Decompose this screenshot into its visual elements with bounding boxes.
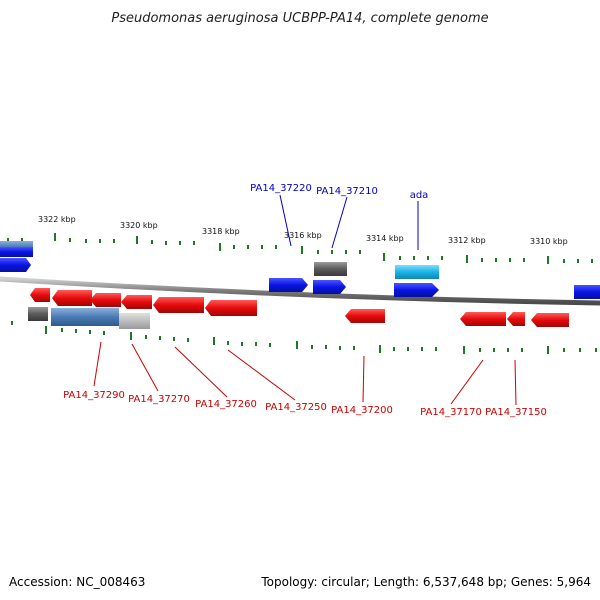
gene-PA14_37170[interactable] [460,312,506,326]
gene-reverse[interactable] [30,288,50,302]
gene-label-PA14_37270[interactable]: PA14_37270 [128,394,190,405]
gene-PA14_37200[interactable] [345,309,385,323]
tick-label-3312: 3312 kbp [448,236,486,245]
gene-PA14_37250[interactable] [205,300,257,316]
gene-steel[interactable] [51,308,119,326]
reverse-strand-genes [28,288,569,329]
gene-PA14_37290[interactable] [52,290,92,306]
tick-label-3310: 3310 kbp [530,237,568,246]
gene-reverse[interactable] [90,293,121,307]
genome-summary-text: Topology: circular; Length: 6,537,648 bp… [260,575,591,589]
gene-PA14_37220[interactable] [269,278,308,292]
gene-label-PA14_37150[interactable]: PA14_37150 [485,407,547,418]
gene-label-PA14_37250[interactable]: PA14_37250 [265,402,327,413]
tick-label-3320: 3320 kbp [120,221,158,230]
gene-PA14_37260[interactable] [153,297,204,313]
gene-label-PA14_37210[interactable]: PA14_37210 [316,186,378,197]
gene-grey[interactable] [28,307,48,321]
lower-tick-track [11,321,597,354]
reverse-label-leaders [93,341,517,406]
genome-backbone [0,276,600,306]
gene-PA14_37210[interactable] [313,280,346,294]
tick-label-3318: 3318 kbp [202,227,240,236]
gene-forward[interactable] [0,258,31,272]
map-title: Pseudomonas aeruginosa UCBPP-PA14, compl… [111,11,488,26]
gene-PA14_37270[interactable] [121,295,152,309]
gene-PA14_37150[interactable] [507,312,525,326]
gene-ada[interactable] [395,265,439,279]
gene-label-PA14_37200[interactable]: PA14_37200 [331,405,393,416]
gene-forward[interactable] [574,285,600,299]
gene-lightgrey[interactable] [119,313,150,329]
tick-label-3314: 3314 kbp [366,234,404,243]
gene-label-PA14_37220[interactable]: PA14_37220 [250,183,312,194]
tick-label-3316: 3316 kbp [284,231,322,240]
gene-grey[interactable] [314,262,347,276]
gene-reverse[interactable] [531,313,569,327]
gene-label-PA14_37290[interactable]: PA14_37290 [63,390,125,401]
forward-strand-genes [0,241,600,299]
gene-forward[interactable] [394,283,439,297]
gene-label-ada[interactable]: ada [410,190,429,201]
tick-label-3322: 3322 kbp [38,215,76,224]
forward-label-leaders [279,194,419,250]
gene-forward[interactable] [0,247,33,257]
gene-label-PA14_37260[interactable]: PA14_37260 [195,399,257,410]
gene-label-PA14_37170[interactable]: PA14_37170 [420,407,482,418]
accession-text: Accession: NC_008463 [9,575,145,589]
upper-tick-track [7,233,593,264]
